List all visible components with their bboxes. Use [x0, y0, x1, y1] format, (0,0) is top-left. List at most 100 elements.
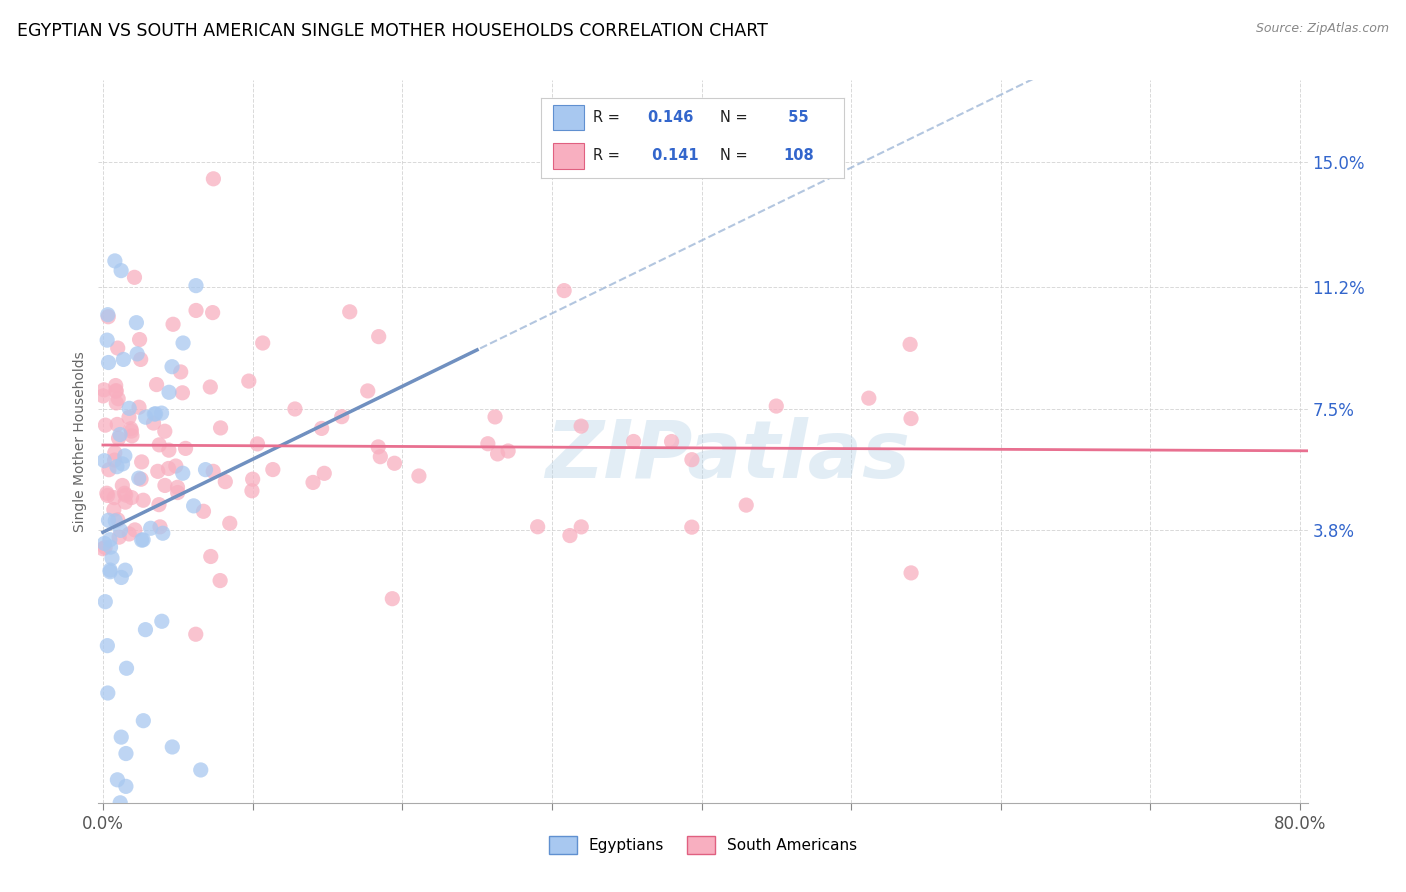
Point [98, 563, 121, 577]
Point [486, 447, 509, 461]
Point [120, 422, 142, 436]
Point [114, 488, 136, 502]
Point [339, 305, 361, 319]
Point [131, 533, 153, 548]
Point [569, 419, 592, 434]
Point [381, 591, 404, 606]
Point [125, 316, 148, 330]
Point [111, 478, 134, 492]
Point [252, 336, 274, 351]
Point [100, 540, 122, 554]
Point [262, 462, 284, 476]
Point [242, 472, 264, 486]
Point [96, 639, 118, 653]
Bar [554, 104, 583, 130]
Point [148, 438, 170, 452]
Point [162, 318, 184, 332]
Point [110, 796, 132, 810]
Point [114, 563, 136, 577]
Point [157, 461, 180, 475]
Point [311, 421, 333, 435]
Point [166, 485, 188, 500]
Point [284, 402, 307, 417]
Point [153, 478, 176, 492]
Point [115, 661, 138, 675]
Point [145, 377, 167, 392]
Point [194, 462, 217, 476]
Text: R =: R = [593, 110, 624, 125]
Point [558, 528, 581, 542]
Point [115, 747, 138, 761]
Point [103, 491, 125, 505]
Point [93, 536, 115, 550]
Point [105, 417, 128, 432]
Point [104, 446, 127, 460]
Text: 0.146: 0.146 [647, 110, 693, 125]
Point [124, 270, 146, 285]
Point [246, 437, 269, 451]
Point [107, 513, 129, 527]
Point [108, 530, 131, 544]
Point [765, 399, 787, 413]
Point [152, 526, 174, 541]
Point [681, 520, 703, 534]
Point [145, 407, 167, 421]
Point [129, 472, 152, 486]
Point [735, 498, 758, 512]
Point [367, 329, 389, 343]
Point [553, 284, 575, 298]
Point [118, 410, 141, 425]
Point [97, 355, 120, 369]
Point [94, 595, 117, 609]
Point [190, 763, 212, 777]
Point [94, 418, 117, 433]
Point [384, 456, 406, 470]
Point [96, 333, 118, 347]
Point [128, 471, 150, 485]
Point [118, 401, 141, 416]
Point [214, 475, 236, 489]
Point [105, 459, 128, 474]
Point [162, 739, 184, 754]
Point [218, 516, 240, 531]
Point [623, 434, 645, 449]
Point [526, 520, 548, 534]
Point [93, 383, 115, 397]
Point [104, 378, 127, 392]
Point [96, 486, 118, 500]
Point [98, 533, 121, 547]
Point [330, 409, 353, 424]
Point [174, 442, 197, 456]
Text: 0.141: 0.141 [647, 148, 699, 163]
Point [477, 436, 499, 450]
Point [142, 416, 165, 430]
Point [357, 384, 380, 398]
Point [105, 384, 128, 398]
Text: ZIPatlas: ZIPatlas [544, 417, 910, 495]
Point [120, 424, 142, 438]
Legend: Egyptians, South Americans: Egyptians, South Americans [543, 830, 863, 860]
Point [184, 627, 207, 641]
Point [367, 440, 389, 454]
Point [107, 341, 129, 355]
Point [103, 453, 125, 467]
Point [110, 730, 132, 744]
Y-axis label: Single Mother Households: Single Mother Households [73, 351, 87, 532]
Point [200, 380, 222, 394]
Point [200, 549, 222, 564]
Point [127, 347, 149, 361]
Point [370, 450, 392, 464]
Point [94, 541, 117, 555]
Point [858, 391, 880, 405]
Point [91, 389, 114, 403]
Point [148, 498, 170, 512]
Text: R =: R = [593, 148, 624, 163]
Point [121, 491, 143, 505]
Point [110, 263, 132, 277]
Point [97, 463, 120, 477]
Point [111, 457, 134, 471]
Point [184, 303, 207, 318]
Point [240, 483, 263, 498]
Point [139, 521, 162, 535]
Point [193, 504, 215, 518]
